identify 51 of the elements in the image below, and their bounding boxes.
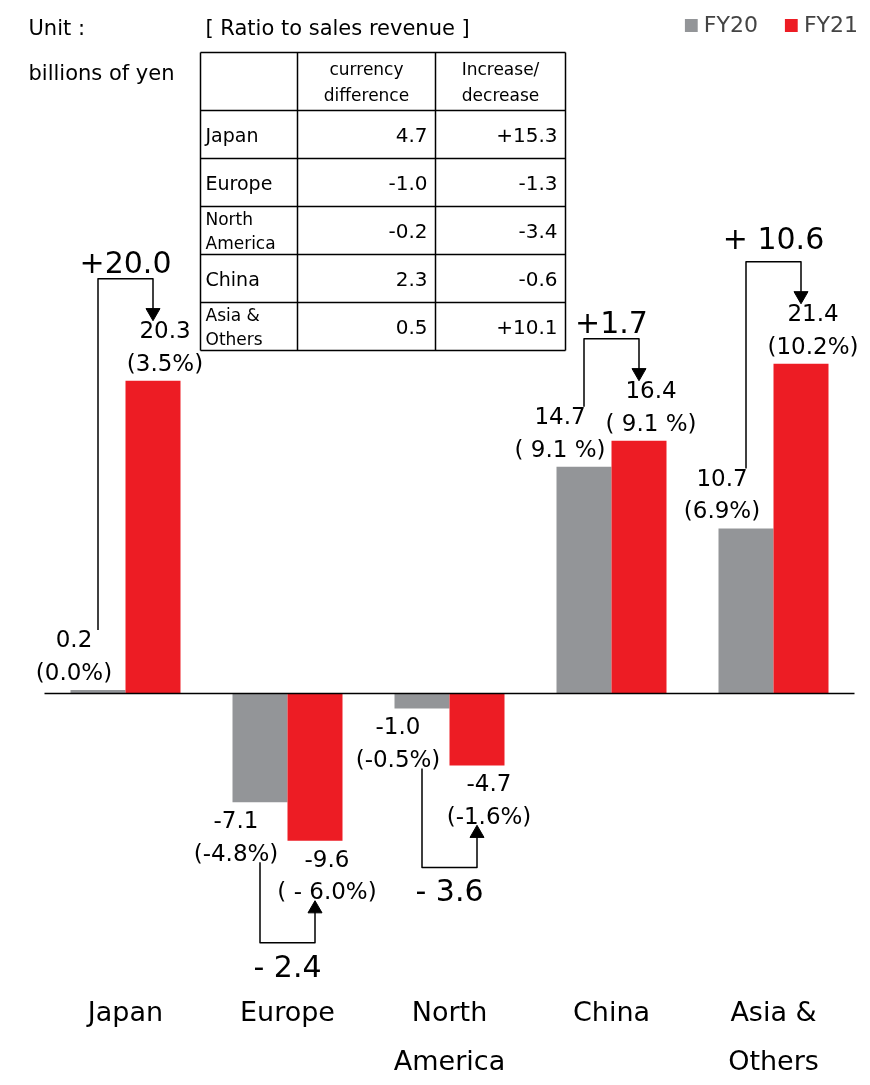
annotation: North America <box>205 208 276 253</box>
bar <box>449 693 505 766</box>
data-label: -7.1 (-4.8%) <box>193 807 279 866</box>
x-tick-label: Japan <box>85 995 164 1027</box>
x-tick-label: Europe <box>240 995 335 1027</box>
data-label: -4.7 (-1.6%) <box>446 770 532 829</box>
annotation: 0.5 <box>395 314 428 339</box>
bar <box>287 693 343 841</box>
annotation: + 10.6 <box>722 220 825 256</box>
x-tick-label: China <box>572 995 651 1027</box>
annotation: +1.7 <box>575 304 648 340</box>
data-label: 0.2 (0.0%) <box>35 626 113 685</box>
annotation: - 2.4 <box>253 948 322 984</box>
annotation: Asia & Others <box>205 304 263 349</box>
annotation: +15.3 <box>496 122 558 147</box>
annotation: +10.1 <box>496 314 558 339</box>
annotation: 4.7 <box>395 122 428 147</box>
data-label: 20.3 (3.5%) <box>126 317 204 376</box>
bar <box>125 380 181 694</box>
data-label: 16.4 ( 9.1 %) <box>605 377 697 436</box>
annotation: Increase/ decrease <box>461 58 540 105</box>
bar <box>70 689 126 694</box>
bar <box>611 440 667 694</box>
annotation: currency difference <box>323 58 410 105</box>
legend-label: FY21 <box>803 12 858 37</box>
annotation: +20.0 <box>79 244 172 280</box>
bar <box>773 363 829 694</box>
bar <box>718 528 774 694</box>
annotation: China <box>205 267 260 290</box>
data-label: 10.7 (6.9%) <box>683 464 761 524</box>
data-label: 14.7 ( 9.1 %) <box>514 403 606 462</box>
annotation: [ Ratio to sales revenue ] <box>205 15 470 40</box>
data-label: -9.6 ( - 6.0%) <box>277 845 377 905</box>
annotation: 2.3 <box>395 266 428 291</box>
bar <box>394 693 450 709</box>
annotation: -0.2 <box>388 218 428 243</box>
annotation: Europe <box>205 171 273 194</box>
legend-label: FY20 <box>703 12 758 37</box>
data-label: -1.0 (-0.5%) <box>355 713 441 772</box>
annotation: -1.3 <box>518 170 558 195</box>
x-tick-label: North America <box>393 995 506 1077</box>
bar <box>232 693 288 803</box>
annotation: -0.6 <box>518 266 558 291</box>
bar <box>556 466 612 694</box>
data-label: 21.4 (10.2%) <box>767 300 859 359</box>
annotation: Japan <box>204 123 259 146</box>
annotation: -1.0 <box>388 170 428 195</box>
annotation: - 3.6 <box>415 873 484 909</box>
x-tick-label: Asia & Others <box>728 995 819 1077</box>
annotation: Unit : billions of yen <box>28 15 175 85</box>
annotation: -3.4 <box>518 218 558 243</box>
